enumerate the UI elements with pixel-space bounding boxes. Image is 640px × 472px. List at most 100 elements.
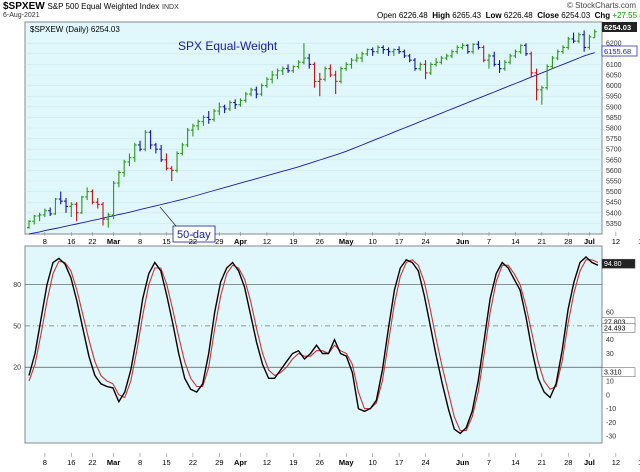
- close-value: 6254.03: [561, 11, 591, 20]
- price-bar: [354, 53, 359, 63]
- oscillator-last-label-text: 94.80: [604, 261, 622, 268]
- oscillator-x-tick-label: 16: [67, 458, 75, 467]
- price-y-tick-label: 5400: [606, 210, 622, 217]
- exchange: INDX: [162, 4, 179, 11]
- price-x-tick-label: 29: [215, 237, 223, 246]
- price-bar: [143, 130, 148, 152]
- price-bar: [286, 64, 291, 73]
- price-x-ticks: 8 16 22 Mar 8 15 22 29 Apr 12 19 26 May 10 17 24 Jun 7 14 2…: [43, 232, 640, 246]
- price-bar: [148, 130, 153, 150]
- price-bar: [481, 45, 486, 63]
- price-bar: [513, 49, 518, 59]
- price-y-tick-label: 5450: [606, 200, 622, 207]
- oscillator-x-tick-label: 10: [368, 458, 376, 467]
- open-value: 6226.48: [398, 11, 428, 20]
- price-bar: [206, 111, 211, 124]
- oscillator-y-tick-label: 50: [13, 323, 21, 330]
- price-x-tick-label: 22: [189, 237, 197, 246]
- price-x-tick-label: Jun: [456, 237, 470, 246]
- price-bar: [449, 49, 454, 59]
- oscillator-x-tick-label: 14: [511, 458, 519, 467]
- oscillator-last-label-text: 24.493: [604, 326, 626, 333]
- price-bar: [301, 43, 306, 65]
- price-y-tick-label: 5650: [606, 157, 622, 164]
- price-y-tick-label: 6100: [606, 62, 622, 69]
- price-bar: [64, 197, 69, 213]
- price-bar: [397, 46, 402, 54]
- price-x-tick-label: 12: [263, 237, 271, 246]
- price-bar: [560, 45, 565, 54]
- price-bar: [138, 140, 143, 152]
- price-bar: [407, 53, 412, 63]
- oscillator-right-ticks: 60 40 30 10 0 -10 -20 -30: [606, 310, 616, 441]
- price-bar: [555, 49, 560, 61]
- price-bar: [497, 60, 502, 73]
- price-bar: [175, 151, 180, 173]
- chart-date: 6-Aug-2021: [3, 12, 40, 19]
- chart-header: $SPXEW S&P 500 Equal Weighted Index INDX…: [0, 0, 640, 22]
- price-bar: [381, 45, 386, 54]
- oscillator-last-label-text: 27.803: [604, 319, 626, 326]
- price-x-tick-label: 16: [67, 237, 75, 246]
- price-bar: [32, 214, 37, 225]
- price-y-tick-label: 5350: [606, 221, 622, 228]
- symbol-title: $SPXEW S&P 500 Equal Weighted Index INDX: [3, 1, 179, 12]
- price-bar: [434, 58, 439, 67]
- oscillator-last-label-box: [601, 323, 636, 333]
- ma-value-tag-text: 6155.68: [604, 47, 631, 56]
- price-bar: [476, 41, 481, 50]
- stockcharts-logo: © StockCharts.com: [566, 1, 636, 10]
- price-bar: [508, 53, 513, 65]
- close-label: Close: [537, 11, 559, 20]
- price-bar: [338, 66, 343, 84]
- price-bar: [90, 189, 95, 205]
- oscillator-y-tick-label: 20: [13, 365, 21, 372]
- oscillator-x-tick-label: 24: [421, 458, 429, 467]
- price-bar: [344, 62, 349, 71]
- price-bar: [85, 187, 90, 201]
- price-bar: [122, 159, 127, 177]
- price-x-tick-label: 24: [421, 237, 429, 246]
- price-bar: [582, 30, 587, 52]
- ma-annotation-box: [172, 225, 216, 243]
- price-bar: [312, 62, 317, 88]
- price-gridlines: [25, 42, 602, 224]
- price-annotation-title: SPX Equal-Weight: [178, 39, 278, 53]
- price-bar: [402, 49, 407, 59]
- oscillator-x-tick-label: 17: [395, 458, 403, 467]
- price-y-tick-label: 5700: [606, 147, 622, 154]
- price-bar: [486, 53, 491, 69]
- oscillator-x-tick-label: 28: [564, 458, 572, 467]
- price-bar: [254, 86, 259, 99]
- oscillator-x-tick-label: 26: [316, 458, 324, 467]
- price-bar: [116, 170, 121, 188]
- oscillator-x-tick-label: Jul: [584, 458, 595, 467]
- price-bar: [455, 45, 460, 54]
- high-value: 6265.43: [452, 11, 482, 20]
- oscillator-x-tick-label: 8: [43, 458, 47, 467]
- price-x-tick-label: 12: [612, 237, 620, 246]
- price-x-tick-label: Apr: [234, 237, 247, 246]
- price-x-tick-label: 22: [88, 237, 96, 246]
- price-bar: [217, 102, 222, 116]
- price-bar: [101, 202, 106, 226]
- price-bar: [566, 36, 571, 50]
- price-bar: [534, 68, 539, 101]
- high-label: High: [432, 11, 450, 20]
- oscillator-x-tick-label: 7: [487, 458, 491, 467]
- price-y-tick-label: 6200: [606, 41, 622, 48]
- price-x-tick-label: 8: [138, 237, 142, 246]
- oscillator-y-tick-label: 80: [13, 282, 21, 289]
- oscillator-last-label-text: 3.310: [604, 370, 622, 377]
- ma50-line: [28, 52, 595, 235]
- price-bar: [323, 66, 328, 82]
- oscillator-last-label-box: [601, 367, 636, 377]
- oscillator-right-tick-label: -20: [606, 420, 616, 427]
- price-bar: [53, 197, 58, 215]
- price-x-tick-label: 15: [162, 237, 170, 246]
- oscillator-panel: [24, 245, 603, 444]
- price-x-tick-label: 14: [511, 237, 519, 246]
- oscillator-x-tick-label: 22: [189, 458, 197, 467]
- price-y-tick-label: 6000: [606, 83, 622, 90]
